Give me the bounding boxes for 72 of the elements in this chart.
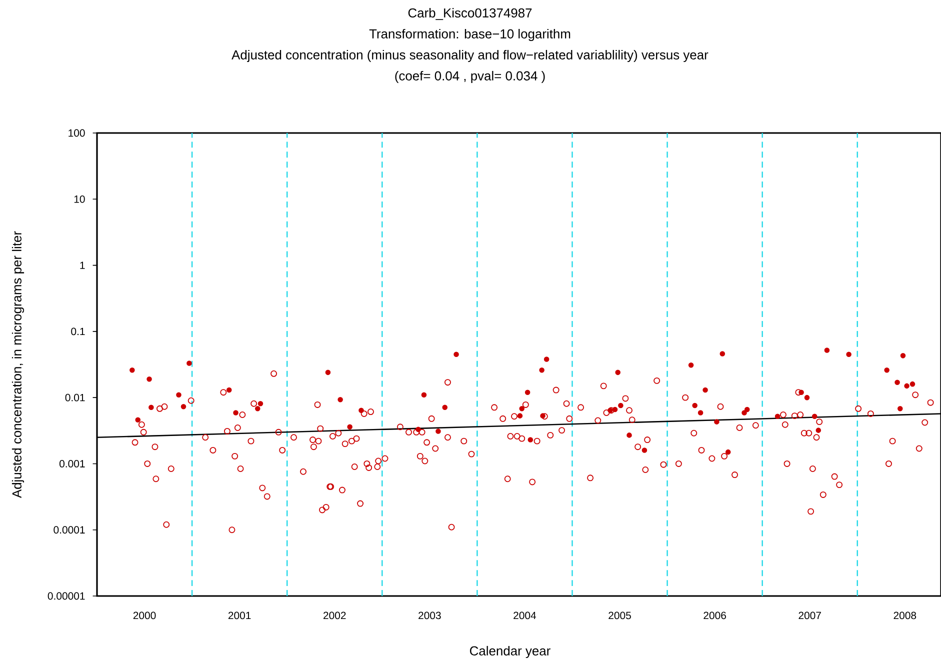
y-tick-label: 100 bbox=[68, 129, 85, 137]
point bbox=[186, 360, 192, 366]
point bbox=[347, 424, 352, 430]
point bbox=[720, 351, 726, 356]
point bbox=[846, 352, 852, 358]
point bbox=[146, 376, 152, 382]
point bbox=[698, 410, 704, 416]
x-tick-label: 2003 bbox=[418, 612, 441, 620]
point bbox=[742, 410, 747, 416]
point bbox=[338, 397, 343, 402]
point bbox=[519, 406, 524, 412]
point bbox=[725, 449, 731, 455]
chart-title: Carb_Kisco01374987 bbox=[408, 8, 532, 20]
point bbox=[539, 367, 544, 373]
point bbox=[824, 348, 830, 353]
point bbox=[544, 356, 550, 362]
point bbox=[894, 380, 900, 385]
point bbox=[130, 367, 135, 373]
y-tick-label: 0.01 bbox=[65, 394, 85, 402]
x-axis-title: Calendar year bbox=[470, 646, 550, 658]
x-tick-label: 2000 bbox=[133, 612, 156, 620]
y-tick-label: 1 bbox=[80, 262, 85, 269]
point bbox=[910, 381, 916, 387]
point bbox=[897, 406, 903, 412]
point bbox=[900, 353, 906, 358]
text: Adjusted concentration (minus seasonality and flow−related variablility) versus year bbox=[232, 50, 708, 62]
point bbox=[454, 352, 459, 358]
x-tick-label: 2006 bbox=[704, 612, 726, 620]
point bbox=[254, 406, 260, 412]
x-tick-label: 2005 bbox=[608, 612, 631, 620]
point bbox=[442, 404, 448, 410]
point bbox=[226, 387, 232, 393]
point bbox=[436, 428, 441, 434]
x-tick-label: 2002 bbox=[324, 612, 346, 620]
x-tick-label: 2001 bbox=[228, 612, 251, 620]
point bbox=[626, 432, 632, 438]
point bbox=[714, 419, 720, 424]
point bbox=[744, 406, 750, 412]
point bbox=[692, 402, 698, 408]
chart-subtitle: Transformation: base−10 logarithm bbox=[369, 28, 570, 42]
text: (coef= 0.04 , pval= 0.034 ) bbox=[395, 70, 545, 84]
point bbox=[774, 414, 780, 419]
point bbox=[816, 428, 822, 433]
point bbox=[642, 448, 648, 453]
point bbox=[524, 390, 530, 395]
point bbox=[421, 392, 427, 398]
point bbox=[176, 392, 182, 398]
y-tick-label: 0.1 bbox=[71, 328, 85, 336]
point bbox=[325, 370, 331, 376]
y-tick-label: 0.00001 bbox=[48, 592, 85, 600]
point bbox=[148, 404, 154, 410]
point bbox=[233, 410, 238, 416]
point bbox=[812, 414, 818, 419]
point bbox=[702, 387, 708, 393]
point bbox=[884, 367, 890, 373]
point bbox=[180, 404, 186, 410]
y-tick-label: 0.0001 bbox=[54, 526, 85, 534]
x-tick-label: 2008 bbox=[894, 612, 916, 620]
x-tick-label: 2004 bbox=[514, 612, 536, 620]
y-tick-label: 10 bbox=[74, 195, 85, 203]
point bbox=[804, 394, 810, 400]
point bbox=[618, 402, 624, 408]
point bbox=[528, 437, 534, 442]
y-axis-title: Adjusted concentration, in micrograms per liter bbox=[12, 231, 24, 498]
x-tick-label: 2007 bbox=[798, 612, 821, 620]
point bbox=[904, 383, 910, 389]
point bbox=[615, 370, 620, 376]
point bbox=[258, 400, 264, 406]
point bbox=[135, 417, 141, 423]
point bbox=[688, 362, 694, 368]
point bbox=[517, 413, 523, 418]
y-tick-label: 0.001 bbox=[59, 460, 85, 468]
